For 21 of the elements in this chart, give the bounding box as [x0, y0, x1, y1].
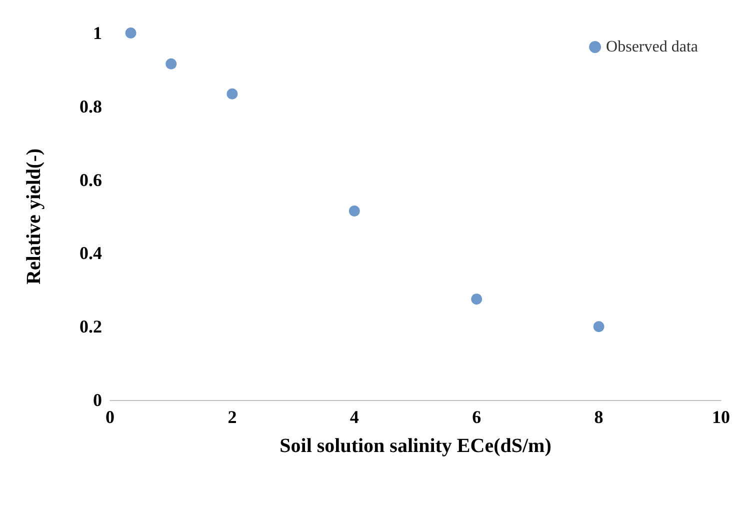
- x-axis-title: Soil solution salinity ECe(dS/m): [280, 435, 552, 457]
- y-tick-label: 1: [93, 23, 102, 43]
- point: [471, 294, 482, 305]
- x-tick-label: 2: [228, 407, 237, 427]
- x-tick-label: 4: [350, 407, 359, 427]
- legend-label: Observed data: [606, 38, 698, 56]
- x-tick-label: 8: [594, 407, 604, 427]
- y-tick-label: 0: [93, 390, 102, 410]
- point: [348, 206, 360, 216]
- x-tick-label: 10: [712, 407, 730, 427]
- point: [226, 88, 238, 100]
- x-tick-label: 6: [472, 407, 482, 427]
- point: [593, 321, 604, 332]
- point: [166, 58, 177, 70]
- y-tick-label: 0.8: [80, 96, 102, 116]
- y-tick-label: 0.2: [80, 316, 102, 337]
- y-tick-label: 0.4: [80, 243, 102, 264]
- y-axis-title: Relative yield(-): [23, 148, 45, 285]
- point: [125, 28, 136, 38]
- x-tick-label: 0: [106, 407, 114, 427]
- y-tick-label: 0.6: [80, 170, 102, 190]
